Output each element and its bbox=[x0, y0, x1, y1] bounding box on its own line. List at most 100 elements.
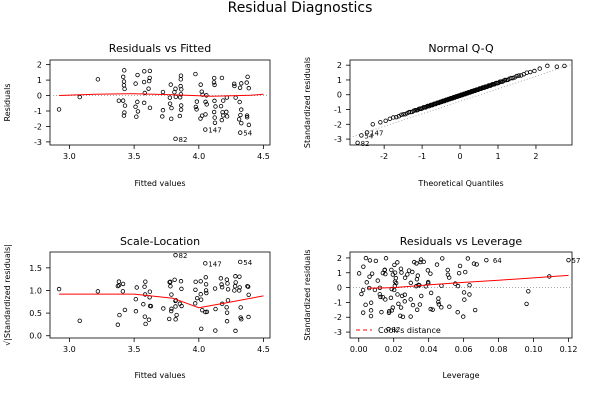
data-point bbox=[461, 314, 466, 319]
data-point bbox=[194, 295, 200, 301]
data-point bbox=[178, 279, 184, 284]
data-point bbox=[168, 82, 173, 87]
data-point bbox=[133, 309, 139, 314]
data-point bbox=[361, 264, 366, 269]
y-tick-label: -3 bbox=[334, 328, 342, 337]
data-point bbox=[524, 70, 530, 75]
data-point bbox=[408, 297, 413, 302]
x-tick-label: 0.06 bbox=[455, 345, 473, 354]
y-tick-label: 0 bbox=[37, 92, 42, 101]
data-point bbox=[425, 268, 431, 273]
x-tick-label: 0.10 bbox=[525, 345, 543, 354]
data-point bbox=[359, 291, 364, 297]
data-point bbox=[380, 270, 386, 276]
data-point bbox=[133, 296, 139, 302]
data-point bbox=[224, 109, 229, 115]
data-point bbox=[219, 117, 225, 123]
data-point bbox=[179, 87, 184, 92]
data-point bbox=[428, 306, 433, 312]
x-tick-label: 4.0 bbox=[192, 152, 205, 161]
data-point bbox=[193, 287, 198, 292]
data-point bbox=[178, 92, 184, 97]
data-point bbox=[239, 81, 244, 86]
data-point bbox=[194, 107, 199, 112]
data-point bbox=[393, 275, 399, 281]
data-point bbox=[514, 73, 519, 79]
smooth-line bbox=[59, 293, 264, 309]
data-point bbox=[428, 271, 433, 276]
data-point bbox=[369, 271, 375, 276]
data-point bbox=[237, 85, 243, 90]
data-point bbox=[484, 257, 489, 263]
y-tick-label: 1.0 bbox=[29, 286, 42, 295]
data-point bbox=[204, 290, 209, 296]
data-point bbox=[436, 296, 441, 301]
data-point bbox=[224, 319, 230, 324]
plot-area bbox=[350, 255, 572, 332]
data-point bbox=[120, 281, 126, 287]
data-point bbox=[56, 107, 62, 112]
y-tick-label: -2 bbox=[334, 120, 342, 129]
y-tick-label: 0.0 bbox=[29, 332, 42, 341]
data-point bbox=[160, 89, 166, 95]
y-tick-label: -1 bbox=[34, 107, 42, 116]
data-point bbox=[406, 109, 412, 115]
data-point bbox=[134, 114, 139, 119]
data-point bbox=[173, 304, 178, 309]
data-point bbox=[394, 114, 399, 120]
data-point bbox=[239, 120, 244, 126]
panel-title: Scale-Location bbox=[120, 235, 200, 248]
data-point bbox=[193, 71, 198, 77]
data-point bbox=[147, 289, 153, 294]
y-tick-label: -3 bbox=[334, 135, 342, 144]
panel-2: Normal Q-Q -2 -1 0 1 2 -3 -2 -1 0 1 2 Theoretical Qu… bbox=[303, 42, 573, 188]
data-point bbox=[363, 302, 368, 308]
data-point bbox=[377, 292, 382, 297]
data-point bbox=[383, 271, 388, 277]
data-point bbox=[225, 281, 230, 286]
data-point bbox=[219, 284, 225, 290]
data-point bbox=[147, 68, 153, 74]
x-tick-label: 0.08 bbox=[490, 345, 508, 354]
data-point bbox=[199, 326, 204, 332]
data-point bbox=[386, 326, 391, 332]
data-point bbox=[417, 302, 423, 307]
x-tick-label: 2 bbox=[533, 152, 538, 161]
data-point bbox=[382, 267, 387, 272]
data-point bbox=[200, 307, 205, 313]
y-tick-label: -3 bbox=[34, 138, 42, 147]
data-point bbox=[212, 115, 217, 120]
data-point bbox=[528, 69, 533, 75]
data-point bbox=[219, 75, 225, 81]
data-point bbox=[135, 99, 140, 105]
data-point bbox=[212, 82, 217, 88]
panel-3: Scale-Location 3.0 3.5 4.0 4.5 0.0 0.5 1.0 1.5 Fi… bbox=[3, 235, 271, 380]
data-point bbox=[457, 263, 463, 269]
y-tick-label: -1 bbox=[334, 298, 342, 307]
data-point bbox=[402, 292, 408, 297]
data-point bbox=[142, 69, 147, 74]
data-point bbox=[141, 100, 147, 106]
x-tick-label: 4.0 bbox=[192, 345, 205, 354]
data-point bbox=[391, 287, 397, 293]
x-tick-label: 0.00 bbox=[350, 345, 368, 354]
x-tick-label: 0.02 bbox=[385, 345, 403, 354]
data-point bbox=[193, 104, 199, 110]
data-point bbox=[408, 314, 413, 319]
data-point bbox=[246, 86, 251, 91]
data-point bbox=[221, 98, 226, 103]
x-tick-label: 4.5 bbox=[257, 152, 270, 161]
data-point bbox=[236, 117, 242, 122]
data-point bbox=[122, 110, 127, 115]
y-axis-label: √|Standardized residuals| bbox=[3, 244, 12, 346]
data-point bbox=[566, 257, 571, 263]
data-point bbox=[410, 269, 415, 275]
data-point bbox=[77, 94, 82, 100]
data-point bbox=[121, 83, 127, 88]
data-point bbox=[224, 277, 230, 282]
data-point bbox=[121, 79, 127, 84]
data-point bbox=[169, 306, 174, 312]
qq-reference-line bbox=[350, 64, 572, 138]
smooth-line bbox=[367, 274, 569, 289]
data-point bbox=[414, 261, 419, 266]
